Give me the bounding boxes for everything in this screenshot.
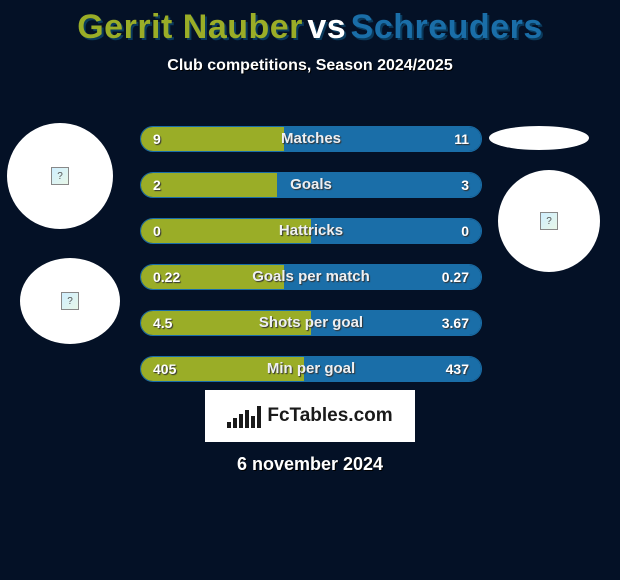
- avatar-right: ?: [498, 170, 600, 272]
- stat-row: 911Matches: [140, 126, 482, 152]
- stat-name: Min per goal: [141, 357, 481, 381]
- title-player2: Schreuders: [351, 8, 543, 46]
- logo-text: FcTables.com: [267, 405, 392, 427]
- stat-row: 405437Min per goal: [140, 356, 482, 382]
- stat-row: 0.220.27Goals per match: [140, 264, 482, 290]
- subtitle: Club competitions, Season 2024/2025: [0, 57, 620, 75]
- title-vs: vs: [307, 8, 346, 46]
- stat-name: Goals: [141, 173, 481, 197]
- stat-name: Shots per goal: [141, 311, 481, 335]
- stat-name: Hattricks: [141, 219, 481, 243]
- stat-name: Matches: [141, 127, 481, 151]
- stat-name: Goals per match: [141, 265, 481, 289]
- image-placeholder-icon: ?: [51, 167, 69, 185]
- date-label: 6 november 2024: [0, 454, 620, 475]
- stat-row: 23Goals: [140, 172, 482, 198]
- stat-row: 00Hattricks: [140, 218, 482, 244]
- image-placeholder-icon: ?: [540, 212, 558, 230]
- page-title: Gerrit Nauber vs Schreuders: [0, 0, 620, 47]
- logo-box: FcTables.com: [205, 390, 415, 442]
- title-player1: Gerrit Nauber: [77, 8, 303, 46]
- logo-chart-icon: [227, 404, 261, 428]
- avatar-left-bottom: ?: [20, 258, 120, 344]
- avatar-left-top: ?: [7, 123, 113, 229]
- oval-right: [489, 126, 589, 150]
- image-placeholder-icon: ?: [61, 292, 79, 310]
- stat-row: 4.53.67Shots per goal: [140, 310, 482, 336]
- comparison-bars: 911Matches 23Goals 00Hattricks 0.220.27Goal…: [140, 126, 482, 402]
